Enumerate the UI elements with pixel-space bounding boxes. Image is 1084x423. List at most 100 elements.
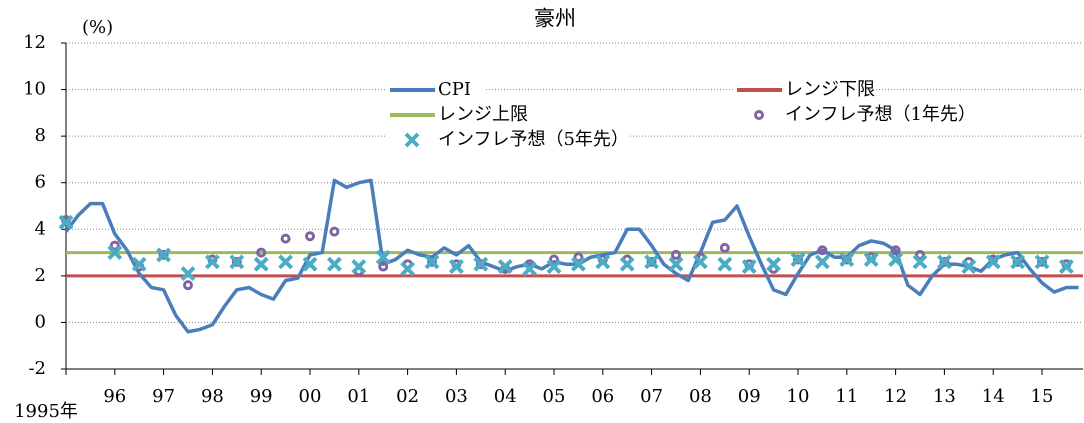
point [280,233,291,244]
point [326,256,342,272]
point [570,256,586,272]
point [719,242,730,253]
point [793,254,804,265]
x-tick-label: 06 [591,386,614,407]
y-tick-label: 12 [23,32,46,53]
point [497,259,513,274]
x-tick-label: 99 [250,386,273,407]
point [863,252,879,267]
point [302,256,318,272]
point [204,254,220,270]
point [1034,254,1050,270]
y-tick-label: -2 [28,358,46,379]
x-tick-label: 02 [396,386,419,407]
x-tick-label: 10 [787,386,810,407]
point [156,247,172,263]
x-tick-label: 09 [738,386,761,407]
x-tick-label: 04 [494,386,517,407]
x-tick-label: 97 [152,386,175,407]
x-tick-label: 01 [347,386,370,407]
y-tick-label: 0 [35,311,46,332]
point [427,256,438,267]
point [841,254,852,265]
point [253,256,269,272]
point [671,249,682,260]
point [646,256,657,267]
x-tick-label: 98 [201,386,224,407]
point [180,266,196,281]
legend-label: インフレ予想（1年先） [785,104,976,125]
point [107,245,123,260]
point [912,254,928,270]
point [378,261,389,272]
point [692,254,708,270]
point [890,245,901,256]
point [766,256,782,272]
point [915,249,926,260]
x-tick-label: 96 [103,386,126,407]
point [717,256,733,272]
point [329,226,340,237]
x-tick-label: 08 [689,386,712,407]
point [741,259,757,274]
point [1012,256,1023,267]
point [229,254,245,270]
point [939,256,950,267]
point [619,256,635,272]
point [644,254,660,270]
point [109,240,120,251]
point [183,280,194,291]
point [985,254,1001,270]
y-tick-label: 2 [35,265,46,286]
point [131,256,147,272]
x-tick-label: 13 [933,386,956,407]
point [231,256,242,267]
point [668,256,684,272]
legend-bg [733,79,867,101]
point [473,256,489,272]
point [400,261,416,277]
point [839,252,855,267]
point [522,261,538,277]
legend-bg [733,104,975,126]
x-tick-label: 11 [835,386,858,407]
x-tick-label: 00 [299,386,322,407]
point [278,254,294,270]
point [256,247,267,258]
point [961,259,977,274]
point [546,259,562,274]
legend-bg [386,104,520,126]
y-axis-label: (%) [82,17,113,38]
point [1037,256,1048,267]
point [888,252,904,267]
point [375,249,391,265]
point [158,249,169,260]
x-tick-label: 1995年 [14,401,78,422]
point [448,259,464,274]
x-tick-label: 03 [445,386,468,407]
point [814,254,830,270]
x-tick-label: 05 [543,386,566,407]
legend-label: インフレ予想（5年先） [438,129,629,150]
point [1058,259,1074,274]
x-tick-label: 14 [982,386,1005,407]
point [1010,254,1026,270]
legend-label: レンジ下限 [785,79,875,100]
y-tick-label: 6 [35,172,46,193]
point [790,252,806,267]
y-tick-label: 10 [23,79,46,100]
legend-label: CPI [438,79,471,100]
x-tick-label: 12 [884,386,907,407]
point [58,214,74,230]
point [936,254,952,270]
point [305,231,316,242]
point [573,252,584,263]
legend-marker [754,110,764,120]
chart-title: 豪州 [534,7,576,31]
point [424,254,440,270]
legend-label: レンジ上限 [438,104,528,125]
point [475,259,486,270]
y-tick-label: 8 [35,125,46,146]
x-tick-label: 07 [640,386,663,407]
point [351,259,367,274]
